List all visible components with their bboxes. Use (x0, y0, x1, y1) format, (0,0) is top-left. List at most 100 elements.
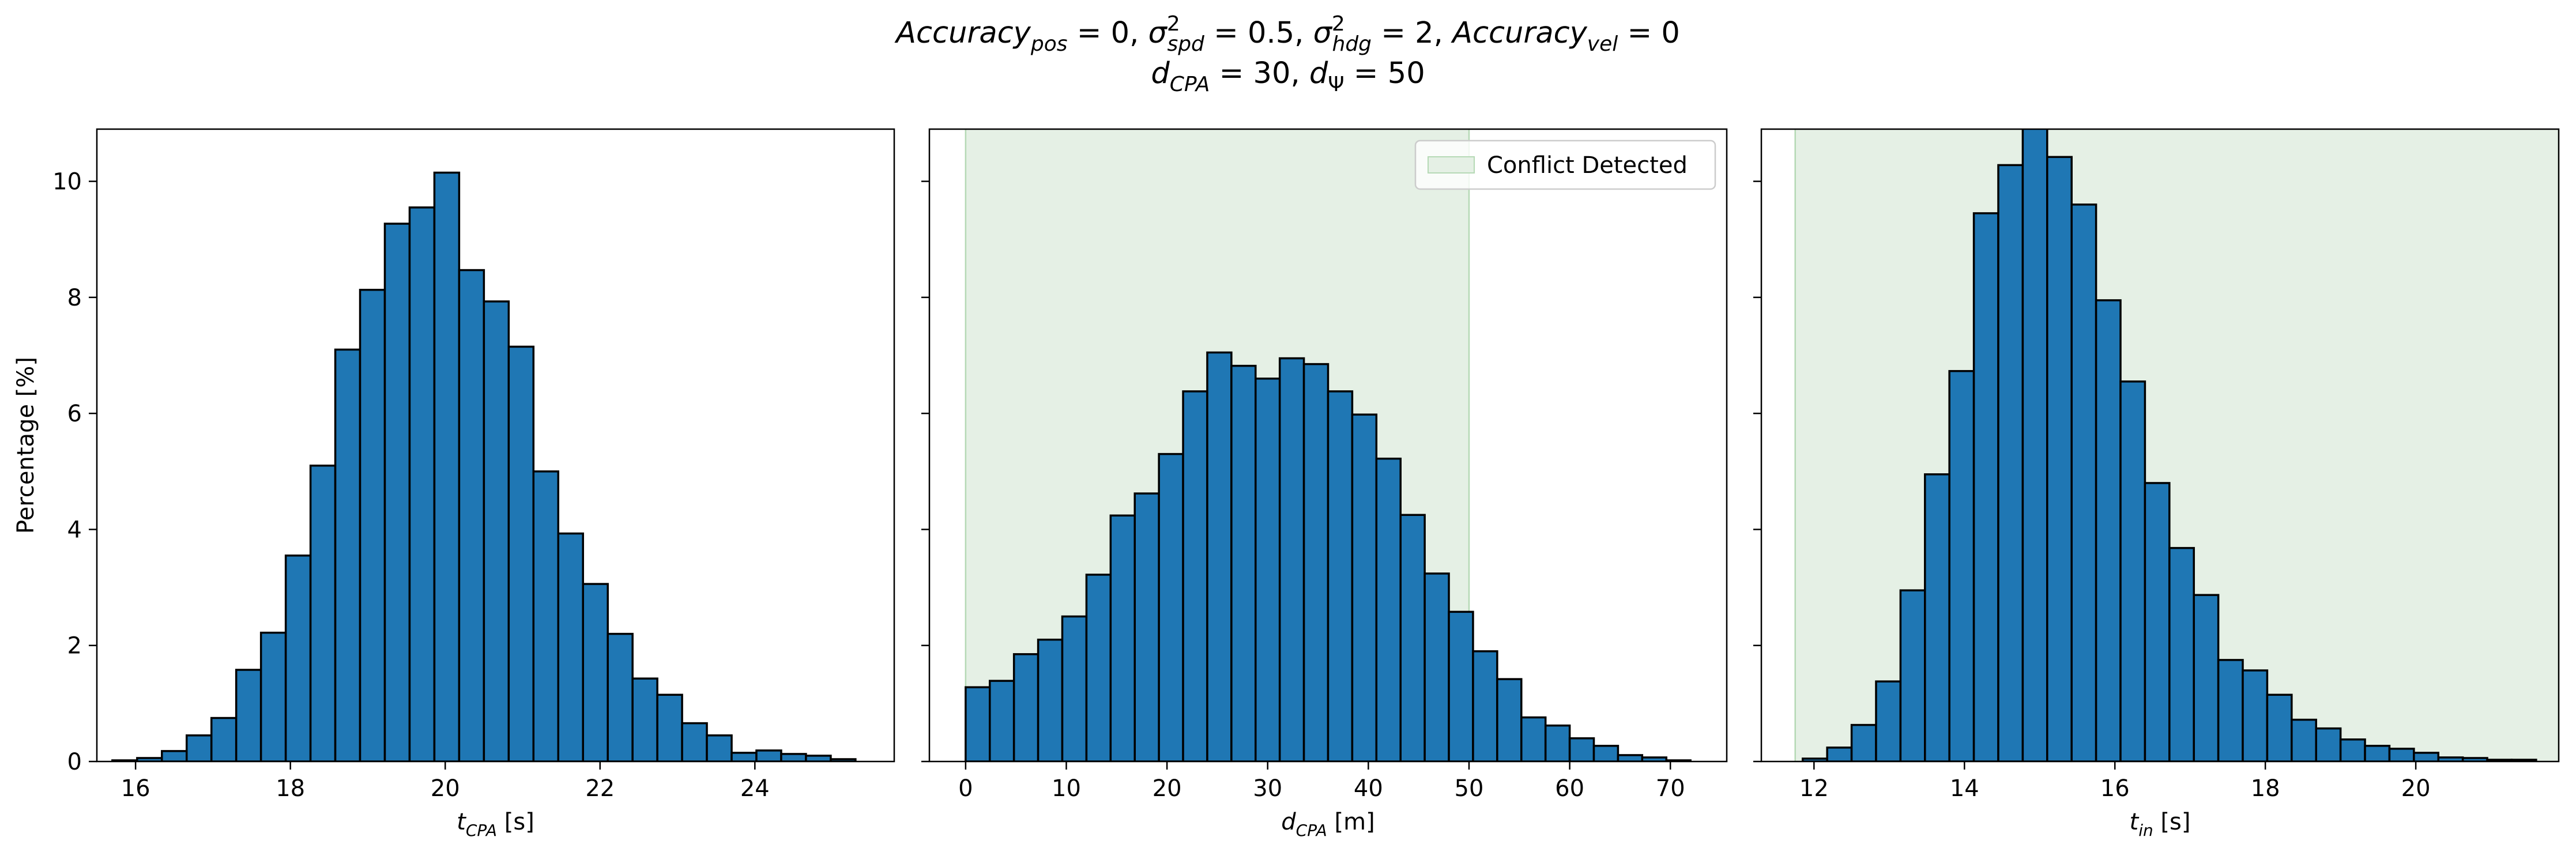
x-tick-label: 10 (1052, 775, 1081, 802)
histogram-bar (507, 345, 535, 761)
histogram-bar (1375, 457, 1402, 761)
x-tick-label: 20 (2401, 775, 2431, 802)
histogram-bar (1037, 638, 1064, 761)
histogram-bar (2070, 203, 2097, 761)
x-axis-label: dCPA [m] (1281, 809, 1374, 840)
histogram-bar (1327, 390, 1354, 761)
histogram-bar (706, 734, 733, 761)
histogram-bar (1206, 351, 1233, 761)
histogram-bar (2021, 129, 2048, 761)
histogram-bar (483, 300, 510, 761)
histogram-bar (1448, 610, 1474, 761)
histogram-bar (1997, 164, 2024, 761)
histogram-bar (1826, 747, 1853, 761)
y-tick-label: 6 (67, 401, 82, 427)
x-tick-label: 14 (1950, 775, 1979, 802)
histogram-bar (1592, 745, 1620, 761)
histogram-bar (433, 171, 461, 761)
x-axis-label: tin [s] (2130, 809, 2191, 840)
x-tick-label: 12 (1799, 775, 1829, 802)
plot-area (111, 171, 857, 761)
histogram-bar (607, 632, 634, 761)
histogram-bar (2364, 745, 2391, 761)
histogram-bar (161, 750, 188, 761)
histogram-bar (1255, 378, 1281, 761)
legend-swatch (1428, 156, 1475, 174)
histogram-bar (1351, 413, 1378, 761)
axes-frame (96, 128, 895, 763)
histogram-bar (210, 717, 238, 761)
histogram-bar (1617, 754, 1644, 761)
histogram-bar (2168, 546, 2195, 761)
histogram-bar (2242, 669, 2269, 761)
histogram-bar (1568, 737, 1595, 761)
x-tick-label: 50 (1455, 775, 1484, 802)
histogram-bar (408, 206, 436, 761)
y-tick-label: 8 (67, 285, 82, 311)
figure-title-line-2: dCPA = 30, dΨ = 50 (1151, 56, 1425, 96)
histogram-bar (2144, 482, 2171, 761)
histogram-bar (965, 686, 991, 761)
histogram-bar (2046, 156, 2073, 761)
chart-panel-2: 0 10 20 30 40 50 60 70 dCPA [m] Conflict Detected (921, 128, 1728, 840)
histogram-bar (1544, 724, 1571, 761)
x-tick-label: 40 (1354, 775, 1383, 802)
histogram-bar (235, 669, 262, 761)
figure-title-line-1: Accuracypos = 0, σ2 spd = 0.5, σ2 hdg = 2,… (894, 12, 1680, 56)
histogram-bar (631, 677, 658, 761)
axes-frame (928, 128, 1728, 763)
histogram-bar (681, 722, 708, 761)
x-tick-label: 20 (1153, 775, 1182, 802)
histogram-bar (1423, 572, 1450, 761)
histogram-bar (989, 680, 1015, 761)
histogram-bar (1133, 492, 1160, 761)
histogram-bar (730, 752, 758, 761)
histogram-bar (383, 223, 411, 761)
histogram-bar (1230, 364, 1257, 761)
histogram-bar (309, 464, 337, 761)
histogram-bar (2413, 752, 2439, 761)
y-axis-label: Percentage [%] (13, 357, 39, 534)
histogram-bar (830, 758, 857, 761)
histogram-bar (557, 532, 584, 761)
histogram-bar (186, 734, 213, 761)
histogram-bar (334, 348, 361, 761)
x-axis-label: tCPA [s] (457, 809, 534, 840)
histogram-bar (1875, 680, 1902, 761)
x-tick-label: 16 (2100, 775, 2130, 802)
histogram-bar (2193, 594, 2220, 761)
plot-area (1794, 129, 2559, 761)
x-tick-label: 0 (958, 775, 973, 802)
x-tick-label: 18 (276, 775, 305, 802)
y-tick-label: 2 (67, 633, 82, 659)
histogram-bar (284, 554, 312, 761)
plot-area (965, 129, 1692, 761)
histogram-bar (2315, 727, 2342, 761)
histogram-bar (780, 753, 807, 761)
histogram-bar (1085, 574, 1112, 761)
histogram-bar (1182, 390, 1208, 761)
x-tick-label: 18 (2251, 775, 2280, 802)
histogram-bar (2266, 693, 2293, 761)
histogram-bar (1948, 370, 1975, 761)
histogram-bar (259, 631, 287, 761)
histogram-bar (1472, 650, 1498, 761)
histogram-bar (359, 289, 386, 761)
chart-panel-3: 12 14 16 18 20 tin [s] (1753, 128, 2560, 840)
histogram-bar (1109, 514, 1136, 761)
histogram-bar (1061, 615, 1088, 761)
histogram-bar (2217, 659, 2244, 761)
histogram-bar (1520, 716, 1547, 761)
x-tick-label: 20 (431, 775, 460, 802)
x-tick-label: 16 (121, 775, 150, 802)
y-tick-label: 10 (52, 169, 82, 195)
histogram-bar (458, 269, 485, 761)
x-tick-label: 22 (585, 775, 615, 802)
legend: Conflict Detected (1414, 140, 1716, 190)
histogram-bar (656, 693, 683, 761)
histogram-bar (805, 755, 832, 761)
histogram-bar (1899, 589, 1926, 761)
x-tick-label: 60 (1555, 775, 1584, 802)
